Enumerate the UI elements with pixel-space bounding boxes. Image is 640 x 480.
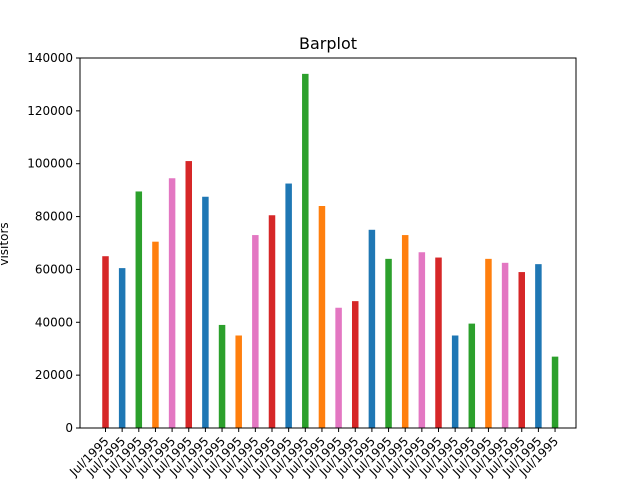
bar	[418, 252, 426, 428]
y-tick-label: 60000	[35, 262, 73, 276]
bar	[135, 191, 143, 428]
bar	[518, 272, 525, 428]
plot-frame	[79, 57, 577, 429]
y-tick-label: 20000	[35, 368, 73, 382]
chart-title: Barplot	[299, 34, 357, 53]
bar	[501, 262, 509, 428]
bar	[168, 178, 176, 428]
bar	[352, 301, 359, 428]
x-axis: Jul/1995Jul/1995Jul/1995Jul/1995Jul/1995…	[66, 428, 561, 480]
y-tick-label: 80000	[35, 210, 73, 224]
bar	[285, 183, 292, 428]
bar	[368, 229, 376, 428]
y-tick-label: 40000	[35, 315, 73, 329]
bar	[385, 258, 392, 428]
bar	[118, 268, 126, 428]
bar	[451, 335, 459, 428]
y-tick-label: 100000	[27, 157, 73, 171]
bar	[535, 264, 542, 428]
bar	[468, 323, 476, 428]
bar	[485, 258, 492, 428]
bar	[152, 241, 159, 428]
bar	[551, 356, 559, 428]
bar	[252, 235, 259, 428]
bars-group	[102, 73, 559, 429]
bar	[318, 206, 326, 428]
bar	[435, 257, 442, 428]
bar	[335, 307, 342, 428]
y-tick-label: 0	[65, 421, 73, 435]
bar	[218, 324, 226, 428]
bar	[185, 161, 192, 428]
bar	[202, 196, 209, 428]
bar	[102, 256, 109, 428]
y-axis-label: visitors	[0, 222, 11, 265]
y-tick-label: 140000	[27, 51, 73, 65]
y-tick-label: 120000	[27, 104, 73, 118]
bar	[268, 215, 276, 428]
y-axis: 0 20000 40000 60000 80000 100000 120000 140000	[27, 51, 80, 435]
bar	[235, 335, 242, 428]
bar	[401, 235, 409, 428]
bar	[302, 73, 309, 429]
